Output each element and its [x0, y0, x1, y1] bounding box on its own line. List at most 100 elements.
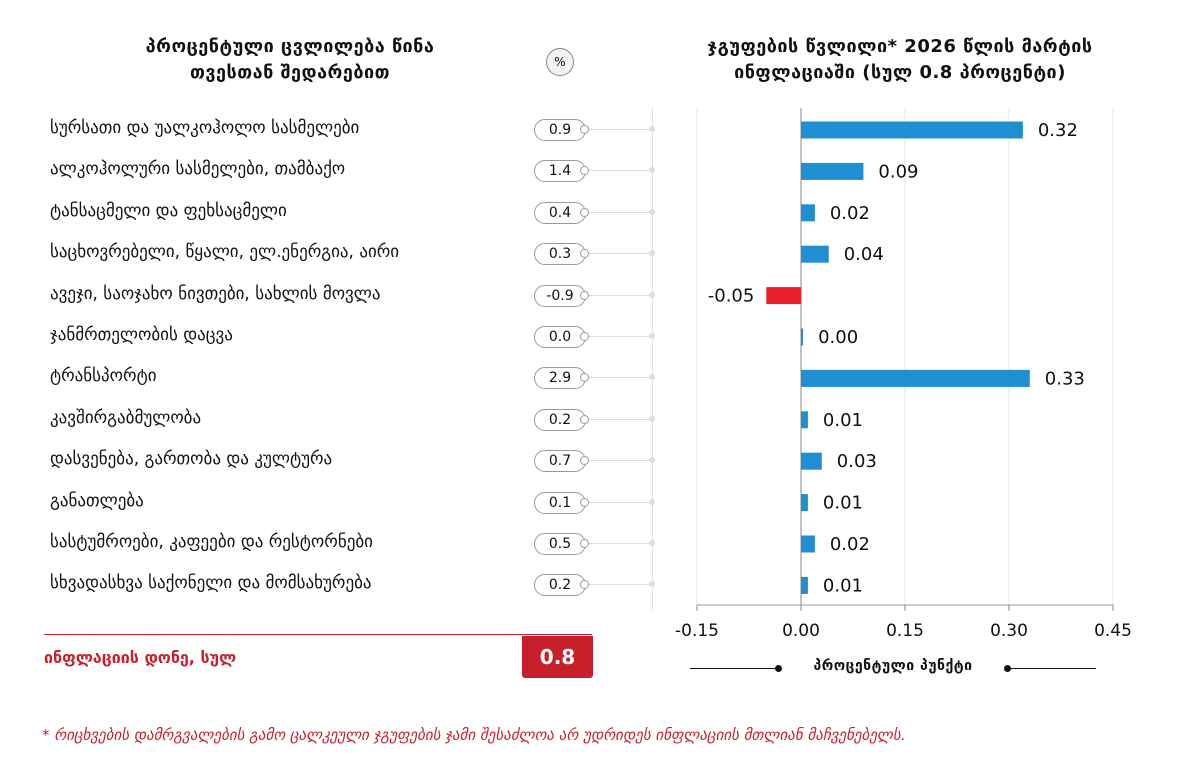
monthly-change-value: 0.0 — [534, 326, 586, 348]
category-label: ალკოჰოლური სასმელები, თამბაქო — [50, 159, 346, 180]
pill-connector-dot — [580, 373, 589, 383]
left-panel-divider — [652, 108, 653, 610]
x-tick-label: 0.45 — [1094, 621, 1132, 641]
bar — [801, 328, 804, 346]
caption-dot-right — [1004, 665, 1011, 672]
bar — [801, 121, 1023, 139]
bar — [801, 162, 864, 180]
pill-connector-dot — [580, 456, 589, 466]
pill-connector-dot — [580, 539, 589, 548]
row-guide-line — [588, 418, 652, 420]
pill-connector-dot — [580, 125, 589, 134]
x-tick-label: 0.30 — [990, 621, 1028, 641]
chart-title: ჯგუფების წვლილი* 2026 წლის მარტის ინფლაც… — [650, 34, 1150, 86]
bar — [801, 204, 815, 222]
row-guide-end-dot — [649, 498, 655, 505]
caption-line-right — [1008, 668, 1096, 669]
bar-value-label: 0.32 — [1038, 120, 1078, 141]
category-row: კავშირგაბმულობა 0.2 — [0, 405, 680, 435]
row-guide-end-dot — [649, 374, 655, 381]
pill-connector-dot — [580, 497, 589, 507]
bar — [801, 452, 822, 470]
category-label: დასვენება, გართობა და კულტურა — [50, 449, 333, 470]
row-guide-end-dot — [649, 291, 655, 298]
category-row: ავეჯი, საოჯახო ნივთები, სახლის მოვლა -0.9 — [0, 281, 680, 311]
bar-value-label: 0.09 — [878, 161, 918, 182]
bar-value-label: 0.01 — [823, 410, 863, 431]
category-row: ჯანმრთელობის დაცვა 0.0 — [0, 322, 680, 352]
row-guide-end-dot — [649, 540, 655, 546]
row-guide-line — [588, 501, 652, 503]
bar-value-label: 0.01 — [823, 493, 863, 514]
bar-value-label: 0.04 — [844, 244, 884, 265]
caption-dot-left — [775, 665, 782, 672]
left-panel-title: პროცენტული ცვლილება წინა თვესთან შედარებ… — [60, 34, 520, 86]
bar-value-label: 0.03 — [837, 451, 877, 472]
footnote: * რიცხვების დამრგვალების გამო ცალკეული ჯ… — [42, 726, 906, 744]
row-guide-line — [588, 377, 652, 379]
bar — [801, 245, 829, 263]
category-label: ტრანსპორტი — [50, 366, 157, 387]
total-divider — [44, 634, 592, 635]
bar — [801, 369, 1030, 387]
category-row: ტრანსპორტი 2.9 — [0, 363, 680, 393]
row-guide-line — [588, 584, 652, 586]
row-guide-end-dot — [649, 167, 655, 174]
monthly-change-value: 0.3 — [534, 243, 586, 266]
category-row: სასტუმროები, კაფეები და რესტორნები 0.5 — [0, 529, 680, 559]
category-label: კავშირგაბმულობა — [50, 407, 202, 428]
category-label: სასტუმროები, კაფეები და რესტორნები — [50, 532, 373, 552]
bar-value-label: -0.05 — [708, 286, 755, 307]
percent-badge: % — [546, 48, 574, 76]
total-label: ინფლაციის დონე, სულ — [44, 648, 237, 667]
row-guide-end-dot — [649, 333, 655, 339]
x-tick-label: 0.15 — [886, 621, 924, 641]
total-value-badge: 0.8 — [522, 636, 593, 678]
category-label: ტანსაცმელი და ფეხსაცმელი — [50, 200, 287, 221]
pill-connector-dot — [580, 332, 589, 341]
monthly-change-value: 0.1 — [534, 491, 586, 514]
monthly-change-value: 1.4 — [534, 160, 586, 183]
row-guide-end-dot — [649, 581, 655, 588]
left-title-line2: თვესთან შედარებით — [189, 62, 391, 83]
monthly-change-value: 0.7 — [534, 450, 586, 473]
category-label: საცხოვრებელი, წყალი, ელ.ენერგია, აირი — [50, 242, 400, 263]
category-row: ალკოჰოლური სასმელები, თამბაქო 1.4 — [0, 156, 680, 186]
row-guide-end-dot — [649, 208, 655, 215]
category-row: ტანსაცმელი და ფეხსაცმელი 0.4 — [0, 198, 680, 228]
bar — [801, 576, 808, 594]
x-tick-label: -0.15 — [675, 621, 719, 641]
chart-title-line2: ინფლაციაში (სულ 0.8 პროცენტი) — [734, 62, 1066, 83]
category-label: სურსათი და უალკოჰოლო სასმელები — [50, 118, 360, 138]
category-label: ავეჯი, საოჯახო ნივთები, სახლის მოვლა — [50, 283, 381, 304]
x-tick-label: 0.00 — [782, 621, 820, 641]
row-guide-end-dot — [649, 250, 655, 257]
bar-value-label: 0.33 — [1045, 368, 1085, 389]
category-label: განათლება — [50, 490, 144, 511]
pill-connector-dot — [580, 207, 589, 217]
row-guide-line — [588, 211, 652, 213]
row-guide-line — [588, 253, 652, 255]
row-guide-end-dot — [649, 415, 655, 422]
bar — [801, 535, 815, 553]
pill-connector-dot — [580, 414, 589, 424]
category-label: სხვადასხვა საქონელი და მომსახურება — [50, 573, 372, 594]
pill-connector-dot — [580, 249, 589, 259]
bar-value-label: 0.01 — [823, 575, 863, 596]
row-guide-line — [588, 294, 652, 296]
bar — [766, 287, 801, 305]
row-guide-line — [588, 543, 652, 544]
row-guide-line — [588, 460, 652, 462]
bar — [801, 494, 808, 512]
chart-title-line1: ჯგუფების წვლილი* 2026 წლის მარტის — [707, 36, 1093, 57]
category-row: სხვადასხვა საქონელი და მომსახურება 0.2 — [0, 570, 680, 600]
category-row: საცხოვრებელი, წყალი, ელ.ენერგია, აირი 0.3 — [0, 239, 680, 269]
x-axis-label: პროცენტული პუნქტი — [813, 658, 973, 674]
pill-connector-dot — [580, 290, 589, 300]
row-guide-end-dot — [649, 126, 655, 132]
monthly-change-value: -0.9 — [534, 284, 586, 307]
monthly-change-value: 0.9 — [534, 119, 586, 141]
category-row: დასვენება, გართობა და კულტურა 0.7 — [0, 446, 680, 476]
bar-value-label: 0.02 — [830, 534, 870, 555]
